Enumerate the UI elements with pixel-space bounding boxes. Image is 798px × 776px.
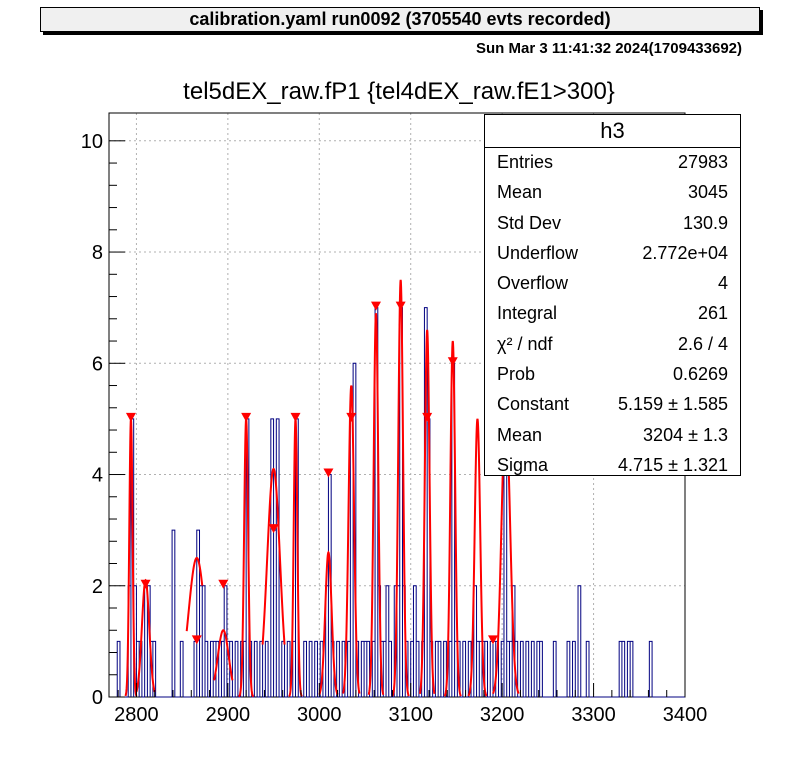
x-tick-label: 3100 bbox=[388, 704, 433, 726]
peak-marker bbox=[241, 412, 252, 422]
y-tick-label: 10 bbox=[81, 131, 103, 153]
stats-label: Mean bbox=[497, 424, 543, 445]
fit-curve bbox=[261, 467, 286, 645]
fit-curve bbox=[367, 313, 385, 695]
stats-label: Constant bbox=[497, 394, 570, 415]
stats-row: Integral 261 bbox=[485, 299, 740, 329]
histogram-title: tel5dEX_raw.fP1 {tel4dEX_raw.fE1>300} bbox=[183, 78, 615, 105]
stats-value: 5.159 ± 1.585 bbox=[618, 394, 728, 415]
fit-curve bbox=[443, 340, 462, 697]
peak-marker bbox=[218, 579, 229, 589]
stats-label: Underflow bbox=[497, 242, 579, 263]
fit-curve bbox=[342, 385, 361, 694]
stats-row: χ² / ndf 2.6 / 4 bbox=[485, 330, 740, 360]
stats-rows: Entries 27983 Mean 3045 Std Dev 130.9 Underflo… bbox=[485, 148, 740, 481]
stats-label: Overflow bbox=[497, 273, 569, 294]
peak-marker bbox=[488, 635, 498, 645]
stats-label: χ² / ndf bbox=[497, 333, 553, 354]
stats-value: 4 bbox=[717, 273, 728, 294]
stats-box: h3 Entries 27983 Mean 3045 Std Dev 130.9 Under… bbox=[484, 114, 741, 476]
fit-curve bbox=[467, 418, 488, 697]
stats-row: Entries 27983 bbox=[485, 148, 740, 178]
stats-label: Std Dev bbox=[497, 212, 562, 233]
peak-marker bbox=[346, 412, 357, 422]
stats-value: 0.6269 bbox=[672, 364, 728, 385]
y-tick-label: 4 bbox=[92, 465, 103, 487]
fit-curve bbox=[185, 556, 204, 632]
stats-value: 261 bbox=[697, 303, 728, 324]
stats-value: 2.772e+04 bbox=[642, 242, 728, 263]
run-banner: calibration.yaml run0092 (3705540 evts r… bbox=[40, 7, 760, 32]
stats-label: Integral bbox=[497, 303, 558, 324]
stats-row: Sigma 4.715 ± 1.321 bbox=[485, 451, 740, 481]
stats-row: Std Dev 130.9 bbox=[485, 209, 740, 239]
stats-value: 27983 bbox=[677, 152, 728, 172]
peak-marker bbox=[191, 635, 202, 645]
fit-curve bbox=[391, 279, 410, 697]
y-tick-label: 8 bbox=[92, 242, 103, 264]
stats-box-name: h3 bbox=[485, 115, 740, 148]
fit-curve bbox=[418, 329, 436, 694]
stats-value: 2.6 / 4 bbox=[677, 333, 728, 354]
peak-marker bbox=[323, 468, 334, 478]
peak-marker bbox=[395, 301, 406, 311]
stats-row: Underflow 2.772e+04 bbox=[485, 239, 740, 269]
peak-marker bbox=[140, 579, 151, 589]
stats-row: Constant 5.159 ± 1.585 bbox=[485, 390, 740, 420]
x-tick-label: 2800 bbox=[114, 704, 159, 726]
stats-label: Sigma bbox=[497, 454, 549, 475]
stats-value: 3204 ± 1.3 bbox=[643, 424, 728, 445]
x-tick-label: 2900 bbox=[206, 704, 251, 726]
stats-row: Prob 0.6269 bbox=[485, 360, 740, 390]
stats-value: 130.9 bbox=[682, 212, 728, 233]
x-tick-label: 3400 bbox=[663, 704, 708, 726]
peak-marker bbox=[290, 412, 301, 422]
stats-row: Mean 3045 bbox=[485, 178, 740, 208]
y-tick-label: 0 bbox=[92, 687, 103, 709]
x-tick-label: 3300 bbox=[571, 704, 616, 726]
stats-label: Entries bbox=[497, 152, 554, 172]
peak-marker bbox=[370, 301, 381, 311]
stats-row: Overflow 4 bbox=[485, 269, 740, 299]
x-tick-label: 3200 bbox=[480, 704, 525, 726]
peak-marker bbox=[125, 412, 136, 422]
stats-label: Mean bbox=[497, 182, 543, 203]
x-tick-label: 3000 bbox=[297, 704, 342, 726]
y-tick-label: 2 bbox=[92, 576, 103, 598]
fit-curve bbox=[213, 629, 234, 681]
y-tick-label: 6 bbox=[92, 353, 103, 375]
fit-curve bbox=[318, 550, 339, 695]
stats-label: Prob bbox=[497, 364, 536, 385]
stats-value: 3045 bbox=[687, 182, 728, 203]
peak-marker bbox=[422, 412, 433, 422]
peak-marker bbox=[447, 357, 458, 367]
fit-curve bbox=[135, 578, 156, 693]
stats-row: Mean 3204 ± 1.3 bbox=[485, 421, 740, 451]
peak-marker bbox=[268, 524, 279, 534]
date-stamp: Sun Mar 3 11:41:32 2024(1709433692) bbox=[475, 40, 742, 57]
stats-value: 4.715 ± 1.321 bbox=[618, 454, 728, 475]
